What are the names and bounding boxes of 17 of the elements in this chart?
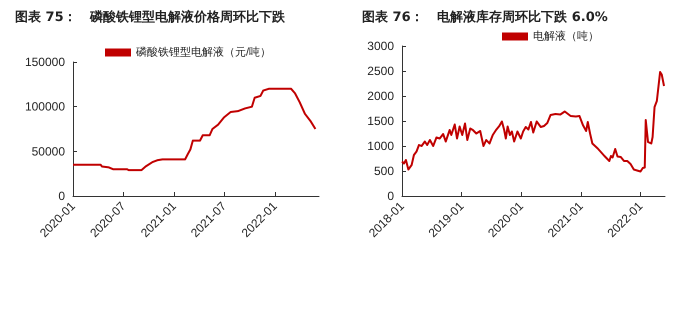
line-series [401, 71, 666, 172]
y-tick-label: 0 [58, 189, 66, 203]
chart-title: 图表 76： 电解液库存周环比下跌 6.0% [362, 9, 608, 25]
y-tick-label: 2000 [367, 89, 394, 103]
y-tick-label: 50000 [32, 144, 66, 158]
y-tick-label: 1000 [367, 139, 394, 153]
y-tick-label: 500 [374, 164, 394, 178]
y-tick-label: 1500 [367, 114, 394, 128]
legend-label: 电解液（吨） [533, 30, 599, 42]
legend-label: 磷酸铁锂型电解液（元/吨） [135, 46, 272, 58]
y-tick-label: 2500 [367, 64, 394, 78]
y-tick-label: 0 [387, 189, 394, 203]
line-series [72, 88, 316, 172]
chart-title: 图表 75： 磷酸铁锂型电解液价格周环比下跌 [15, 9, 286, 25]
y-tick-label: 100000 [24, 100, 66, 114]
y-tick-label: 150000 [24, 55, 66, 69]
y-tick-label: 3000 [367, 39, 394, 53]
